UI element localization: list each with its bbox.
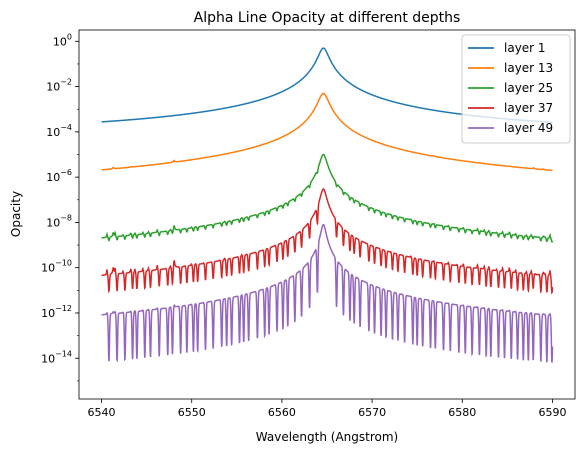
legend-entry: layer 49: [504, 121, 553, 135]
series-line-layer-37: [101, 188, 554, 295]
y-tick-label: 10−14: [41, 349, 72, 365]
plot-frame: [78, 29, 576, 400]
x-tick-label: 6570: [358, 406, 386, 419]
y-tick-label: 100: [53, 32, 72, 48]
y-axis-ticks: 100 10−2 10−4 10−6 10−8 10−10 10−12 10−14: [41, 32, 79, 382]
y-tick-label: 10−2: [46, 78, 72, 94]
x-tick-label: 6590: [538, 406, 566, 419]
y-tick-label: 10−10: [41, 259, 72, 275]
x-axis-ticks: 6540 6550 6560 6570 6580 6590: [88, 399, 566, 419]
legend-entry: layer 1: [504, 41, 546, 55]
legend-entry: layer 13: [504, 61, 553, 75]
series-line-layer-49: [101, 223, 554, 363]
legend-entry: layer 37: [504, 101, 553, 115]
y-tick-label: 10−12: [41, 304, 72, 320]
y-axis-label: Opacity: [9, 191, 23, 237]
series-line-layer-25: [101, 153, 554, 243]
x-axis-label: Wavelength (Angstrom): [256, 430, 398, 444]
x-tick-label: 6560: [268, 406, 296, 419]
x-tick-label: 6540: [88, 406, 116, 419]
legend: layer 1 layer 13 layer 25 layer 37 layer 49: [461, 34, 571, 144]
x-tick-label: 6550: [178, 406, 206, 419]
y-tick-label: 10−4: [46, 123, 72, 139]
y-tick-label: 10−6: [46, 168, 72, 184]
y-tick-label: 10−8: [46, 213, 72, 229]
chart-title: Alpha Line Opacity at different depths: [194, 10, 461, 26]
x-tick-label: 6580: [448, 406, 476, 419]
legend-entry: layer 25: [504, 81, 553, 95]
series-line-layer-13: [101, 92, 553, 172]
legend-box: [461, 34, 571, 144]
